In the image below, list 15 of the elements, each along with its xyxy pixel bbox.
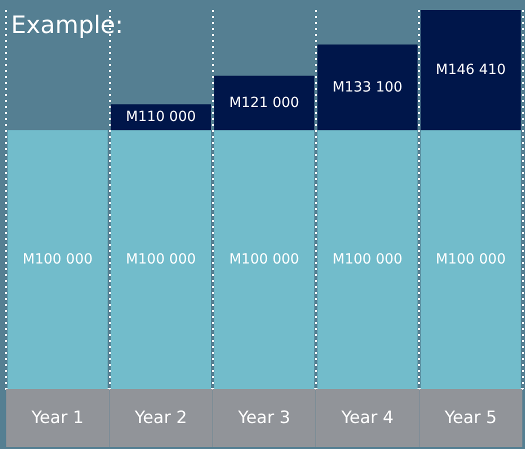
chart-title: Example:: [11, 11, 124, 39]
x-tick-label: Year 2: [134, 408, 188, 428]
x-tick-label: Year 4: [340, 408, 394, 428]
x-tick-label: Year 5: [444, 408, 497, 428]
x-tick-label: Year 3: [237, 408, 290, 428]
data-label: M133 100: [332, 79, 402, 96]
data-label: M146 410: [436, 62, 506, 78]
data-label: M100 000: [126, 252, 196, 268]
data-label: M100 000: [22, 252, 93, 268]
data-label: M100 000: [436, 252, 506, 268]
x-tick-label: Year 1: [30, 408, 84, 428]
data-label: M110 000: [126, 109, 196, 126]
data-label: M100 000: [229, 252, 300, 268]
data-label: M121 000: [229, 94, 300, 111]
data-label: M100 000: [332, 252, 402, 268]
